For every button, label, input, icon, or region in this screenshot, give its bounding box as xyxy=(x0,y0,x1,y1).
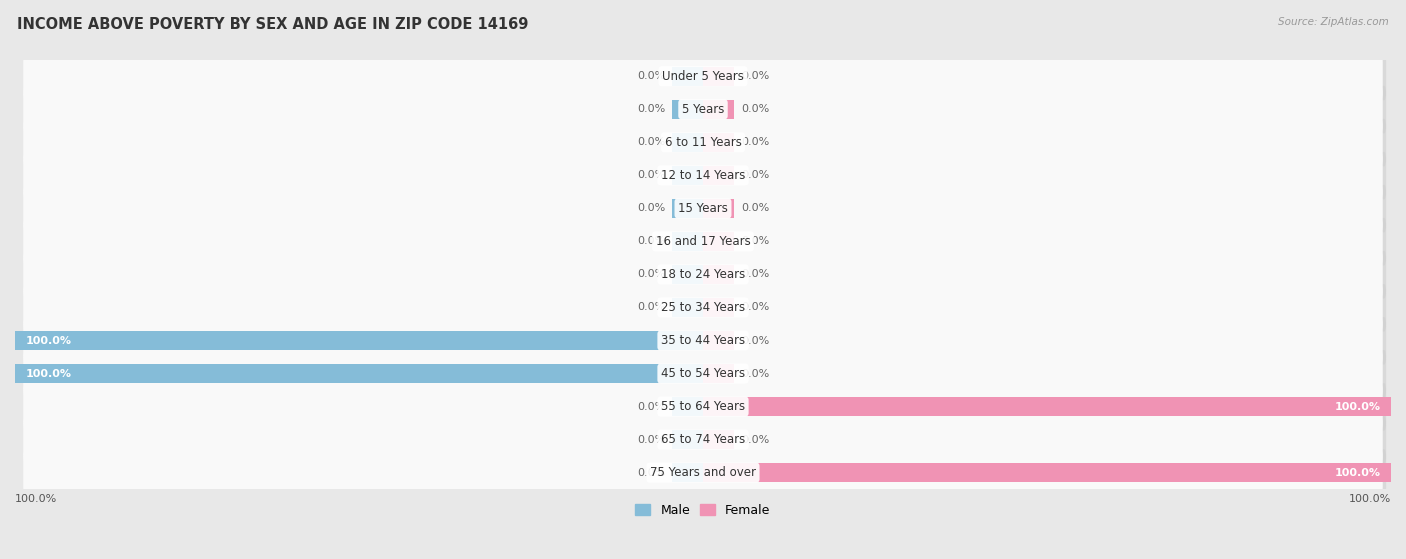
Bar xyxy=(672,132,703,152)
Bar xyxy=(703,463,1391,482)
Text: 0.0%: 0.0% xyxy=(637,71,665,81)
Bar xyxy=(703,298,734,317)
FancyBboxPatch shape xyxy=(24,317,1382,364)
Bar xyxy=(672,100,703,119)
FancyBboxPatch shape xyxy=(24,416,1382,463)
FancyBboxPatch shape xyxy=(27,53,1386,101)
Text: 6 to 11 Years: 6 to 11 Years xyxy=(665,136,741,149)
Bar xyxy=(672,397,703,416)
Text: 100.0%: 100.0% xyxy=(1334,468,1381,477)
Bar xyxy=(703,232,734,251)
FancyBboxPatch shape xyxy=(27,284,1386,331)
Text: 0.0%: 0.0% xyxy=(741,269,769,280)
Bar xyxy=(672,298,703,317)
Text: 12 to 14 Years: 12 to 14 Years xyxy=(661,169,745,182)
Bar xyxy=(703,199,734,218)
FancyBboxPatch shape xyxy=(24,449,1382,496)
FancyBboxPatch shape xyxy=(27,317,1386,364)
Text: 0.0%: 0.0% xyxy=(637,105,665,114)
FancyBboxPatch shape xyxy=(24,86,1382,133)
Legend: Male, Female: Male, Female xyxy=(630,499,776,522)
Bar xyxy=(703,100,734,119)
FancyBboxPatch shape xyxy=(27,449,1386,497)
FancyBboxPatch shape xyxy=(24,184,1382,232)
FancyBboxPatch shape xyxy=(24,250,1382,298)
Bar xyxy=(703,364,734,383)
Text: INCOME ABOVE POVERTY BY SEX AND AGE IN ZIP CODE 14169: INCOME ABOVE POVERTY BY SEX AND AGE IN Z… xyxy=(17,17,529,32)
Text: 0.0%: 0.0% xyxy=(637,138,665,148)
Text: 0.0%: 0.0% xyxy=(741,335,769,345)
Text: 0.0%: 0.0% xyxy=(637,236,665,247)
FancyBboxPatch shape xyxy=(27,86,1386,134)
Bar xyxy=(672,166,703,185)
Text: 100.0%: 100.0% xyxy=(1334,401,1381,411)
Text: 0.0%: 0.0% xyxy=(741,434,769,444)
Bar xyxy=(672,430,703,449)
Text: 25 to 34 Years: 25 to 34 Years xyxy=(661,301,745,314)
FancyBboxPatch shape xyxy=(24,53,1382,100)
Text: 0.0%: 0.0% xyxy=(741,170,769,181)
Bar xyxy=(703,430,734,449)
Text: 5 Years: 5 Years xyxy=(682,103,724,116)
Bar xyxy=(703,67,734,86)
Bar xyxy=(703,166,734,185)
Bar xyxy=(703,331,734,350)
Text: 16 and 17 Years: 16 and 17 Years xyxy=(655,235,751,248)
Bar xyxy=(672,199,703,218)
FancyBboxPatch shape xyxy=(27,383,1386,430)
Text: 0.0%: 0.0% xyxy=(741,236,769,247)
FancyBboxPatch shape xyxy=(24,151,1382,199)
FancyBboxPatch shape xyxy=(24,119,1382,166)
Text: 0.0%: 0.0% xyxy=(637,401,665,411)
FancyBboxPatch shape xyxy=(24,283,1382,331)
FancyBboxPatch shape xyxy=(27,152,1386,200)
Text: 0.0%: 0.0% xyxy=(741,105,769,114)
Bar xyxy=(15,331,703,350)
FancyBboxPatch shape xyxy=(27,416,1386,464)
Text: 45 to 54 Years: 45 to 54 Years xyxy=(661,367,745,380)
FancyBboxPatch shape xyxy=(27,251,1386,299)
Text: 35 to 44 Years: 35 to 44 Years xyxy=(661,334,745,347)
Text: 55 to 64 Years: 55 to 64 Years xyxy=(661,400,745,413)
Text: Source: ZipAtlas.com: Source: ZipAtlas.com xyxy=(1278,17,1389,27)
Text: 0.0%: 0.0% xyxy=(637,170,665,181)
Text: 0.0%: 0.0% xyxy=(637,203,665,214)
Text: 100.0%: 100.0% xyxy=(25,335,72,345)
FancyBboxPatch shape xyxy=(27,119,1386,167)
Text: 15 Years: 15 Years xyxy=(678,202,728,215)
Bar xyxy=(15,364,703,383)
Text: 0.0%: 0.0% xyxy=(741,368,769,378)
Text: 100.0%: 100.0% xyxy=(15,494,58,504)
Bar xyxy=(703,265,734,284)
Text: 0.0%: 0.0% xyxy=(741,203,769,214)
Text: 0.0%: 0.0% xyxy=(741,302,769,312)
FancyBboxPatch shape xyxy=(24,350,1382,397)
Text: 0.0%: 0.0% xyxy=(741,71,769,81)
FancyBboxPatch shape xyxy=(27,350,1386,397)
Bar xyxy=(672,265,703,284)
FancyBboxPatch shape xyxy=(24,217,1382,265)
Text: 65 to 74 Years: 65 to 74 Years xyxy=(661,433,745,446)
Text: 18 to 24 Years: 18 to 24 Years xyxy=(661,268,745,281)
Bar xyxy=(672,232,703,251)
Text: 0.0%: 0.0% xyxy=(637,269,665,280)
Text: 0.0%: 0.0% xyxy=(637,434,665,444)
Text: Under 5 Years: Under 5 Years xyxy=(662,70,744,83)
Bar xyxy=(703,397,1391,416)
FancyBboxPatch shape xyxy=(27,185,1386,233)
Bar xyxy=(672,463,703,482)
FancyBboxPatch shape xyxy=(27,218,1386,266)
Text: 100.0%: 100.0% xyxy=(1348,494,1391,504)
Bar xyxy=(672,67,703,86)
Text: 0.0%: 0.0% xyxy=(741,138,769,148)
Text: 75 Years and over: 75 Years and over xyxy=(650,466,756,479)
Text: 0.0%: 0.0% xyxy=(637,302,665,312)
Text: 100.0%: 100.0% xyxy=(25,368,72,378)
Bar xyxy=(703,132,734,152)
FancyBboxPatch shape xyxy=(24,383,1382,430)
Text: 0.0%: 0.0% xyxy=(637,468,665,477)
